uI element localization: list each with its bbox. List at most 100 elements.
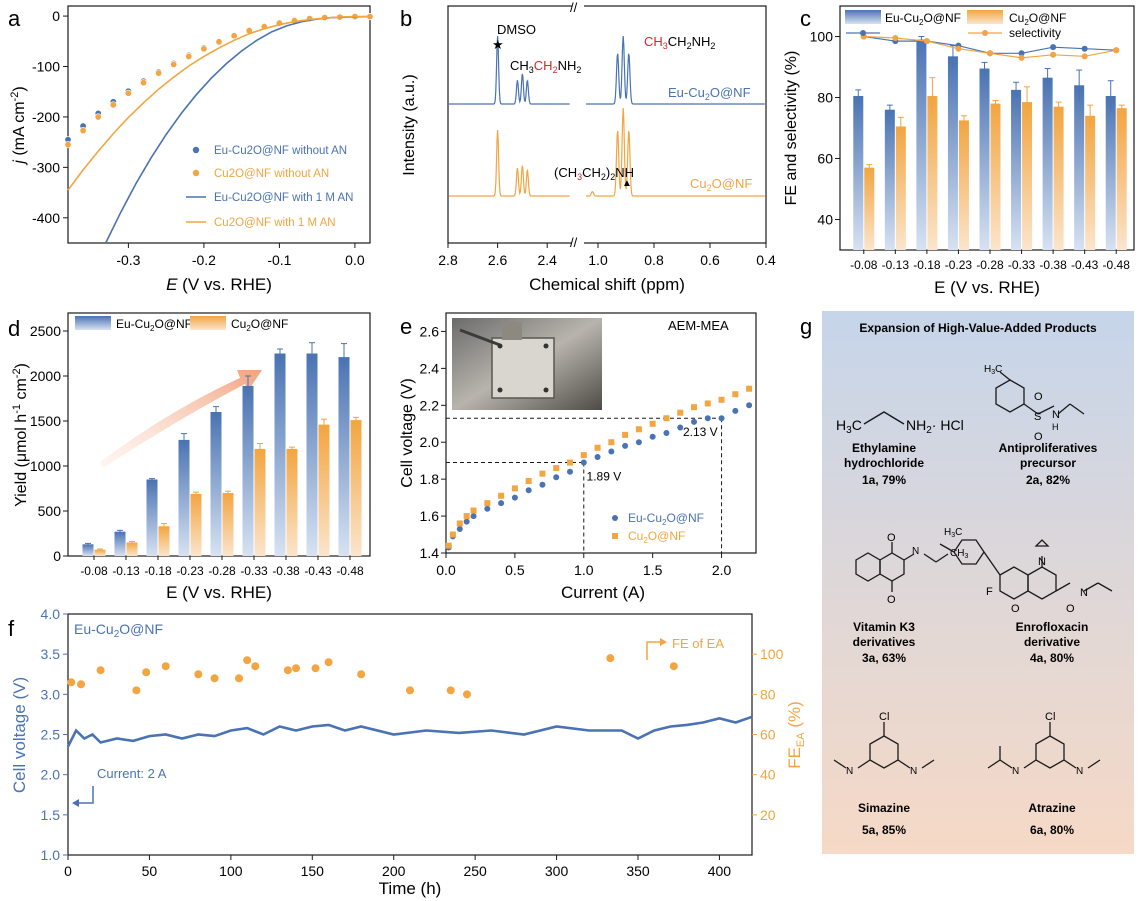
panel-a-ytick-label: -300: [32, 159, 60, 175]
panel-e-point-cu: [649, 420, 656, 427]
panel-e-point-cu: [445, 542, 452, 549]
panel-a-point: [200, 45, 208, 53]
panel-a-point: [170, 60, 178, 68]
panel-e-point-cu: [449, 531, 456, 538]
panel-e-point-cu: [718, 396, 725, 403]
panel-d-bar: [82, 544, 94, 556]
panel-a-point: [215, 38, 223, 46]
panel-f-fe-point: [235, 674, 243, 683]
structure-2a: [995, 371, 1085, 415]
panel-e-title: AEM-MEA: [668, 318, 729, 333]
panel-e-frame: [445, 312, 757, 554]
legend-swatch-cu: [967, 10, 1003, 24]
product-4a-name: Enrofloxacin derivative: [1016, 620, 1089, 649]
panel-d-xtick-label: -0.43: [304, 564, 332, 578]
panel-a-point: [64, 141, 72, 149]
panel-e-annotation-1: 1.89 V: [587, 470, 622, 484]
panel-d-xtick-label: -0.23: [176, 564, 204, 578]
panel-c-xlabel: E (V vs. RHE): [934, 278, 1040, 297]
current-arrow-head-icon: [72, 799, 79, 807]
structure-2a-n: N: [1052, 409, 1060, 421]
panel-e-point-cu: [456, 520, 463, 527]
legend-dot-cu: [982, 30, 988, 36]
panel-d-bar: [338, 357, 350, 556]
panel-b-axis-break-top: //: [570, 0, 578, 15]
legend-swatch-eu-d: [75, 316, 111, 330]
structure-6a-nh1: N: [1012, 766, 1019, 777]
panel-c-bar: [1116, 108, 1127, 250]
panel-d-xtick-label: -0.13: [112, 564, 140, 578]
panel-f-fe-point: [283, 666, 292, 675]
panel-e-point-eu: [718, 415, 725, 422]
panel-e-point-cu: [553, 465, 560, 472]
panel-c-bar: [1085, 115, 1096, 250]
panel-a: -0.3 -0.2 -0.1 0.0 0 -100 -200 -300 -400 Eu-Cu2O…: [9, 5, 374, 294]
panel-label-d: d: [8, 316, 20, 341]
panel-f-xtick-label: 0: [64, 863, 72, 879]
fe-arrow-head-icon: [660, 638, 667, 646]
panel-f-fe-point: [357, 670, 366, 679]
product-5a-yield: 5a, 85%: [862, 823, 906, 837]
panel-b-xtick-label: 2.6: [488, 252, 508, 268]
panel-a-legend-label: Eu-Cu2O@NF with 1 M AN: [214, 192, 354, 204]
panel-c-bar: [979, 68, 990, 251]
panel-e-point-eu: [470, 513, 477, 520]
panel-d: 0 500 1000 1500 2000 2500 -0.08 -0.13 -0.18 -0.23…: [11, 312, 371, 602]
panel-d-bar: [190, 493, 202, 556]
panel-c-xtick-label: -0.28: [976, 258, 1004, 272]
panel-f-xtick-label: 350: [626, 863, 650, 879]
panel-e-point-cu: [663, 415, 670, 422]
panel-f-y2tick-label: 100: [760, 646, 784, 662]
panel-c-bar: [864, 167, 875, 250]
panel-e-ytick-label: 2.4: [420, 360, 440, 376]
panel-e-point-eu: [553, 474, 560, 481]
panel-e-point-eu: [622, 442, 629, 449]
panel-a-point: [94, 113, 102, 121]
legend-marker-eu-e: [612, 515, 618, 521]
structure-2a-o2: O: [1034, 431, 1043, 443]
product-6a-yield: 6a, 80%: [1030, 823, 1074, 837]
structure-3a: [855, 542, 949, 592]
panel-d-bar: [210, 412, 222, 556]
current-arrow-icon: [76, 786, 94, 804]
panel-c-xtick-label: -0.23: [945, 258, 973, 272]
panel-e-point-cu: [732, 391, 739, 398]
panel-c-bar: [895, 126, 906, 250]
panel-e-point-eu: [677, 424, 684, 431]
panel-e-point-eu: [732, 407, 739, 414]
panel-e: 0.0 0.5 1.0 1.5 2.0 1.4 1.6 1.8 2.0 2.2 2.4 2.6 1.8…: [399, 312, 757, 602]
panel-f-fe-point: [324, 658, 333, 667]
structure-4a-f: F: [986, 586, 993, 598]
panel-a-series-line: [104, 15, 371, 244]
product-5a-name: Simazine: [858, 801, 910, 815]
panel-e-point-eu: [580, 459, 587, 466]
aem-mea-photo-bolt: [543, 343, 549, 349]
panel-c-bar: [916, 39, 927, 250]
panel-d-xtick-label: -0.18: [144, 564, 172, 578]
panel-f-fe-point: [67, 678, 76, 687]
panel-a-point: [124, 89, 132, 97]
panel-e-xtick-label: 0.0: [436, 562, 456, 578]
panel-f-annotation-fe: FE of EA: [672, 636, 724, 651]
panel-b-spectrum: [586, 35, 765, 105]
panel-e-xtick-label: 2.0: [712, 562, 732, 578]
panel-c-bar: [947, 56, 958, 251]
panel-c-selectivity-point: [1050, 44, 1057, 51]
structure-4a-o: O: [1011, 603, 1020, 615]
panel-e-point-eu: [635, 439, 642, 446]
panel-f-fe-point: [406, 686, 414, 695]
panel-b-frame: [447, 5, 767, 244]
structure-2a-o1: O: [1034, 391, 1043, 403]
panel-f-fe-point: [194, 670, 203, 679]
panel-c-selectivity-point: [1113, 47, 1120, 54]
panel-f-ytick-label: 3.0: [41, 686, 61, 702]
panel-b-xtick-label: 1.0: [588, 252, 608, 268]
panel-d-bar: [178, 439, 190, 556]
panel-c-legend-eu: Eu-Cu2O@NF: [885, 11, 961, 27]
structure-4a: [939, 539, 1113, 600]
panel-e-point-cu: [498, 492, 505, 499]
panel-e-point-cu: [525, 478, 532, 484]
aem-mea-photo-connector: [502, 322, 522, 340]
panel-b-break-mask-top: [572, 1, 584, 13]
